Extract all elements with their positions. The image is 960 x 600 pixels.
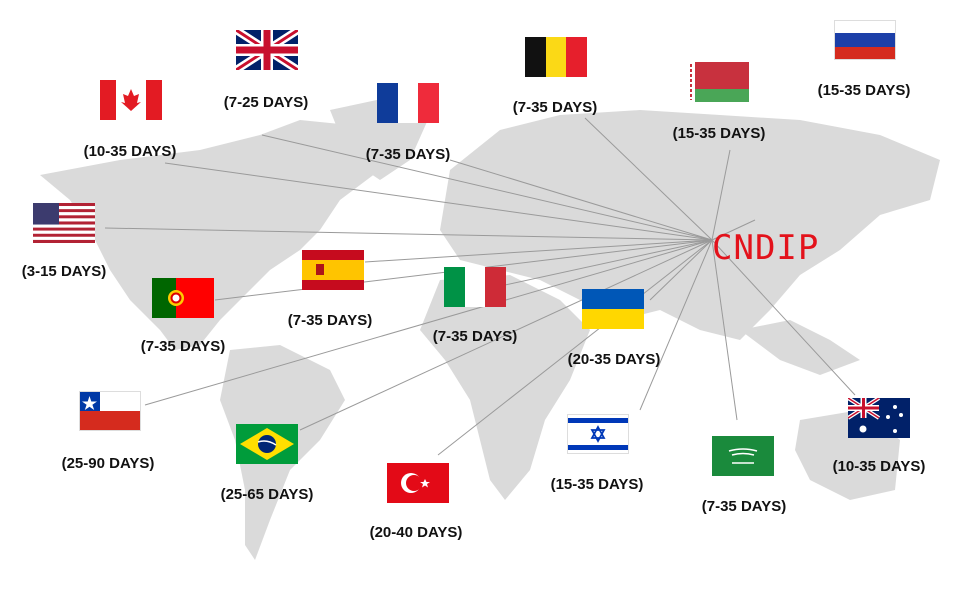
route-line — [504, 239, 713, 286]
brazil-flag — [236, 424, 298, 469]
portugal-flag — [152, 278, 214, 323]
route-line — [437, 239, 713, 456]
delivery-time-label: (7-35 DAYS) — [432, 328, 518, 345]
russia-flag — [834, 20, 896, 65]
belgium-flag — [525, 37, 587, 82]
delivery-time-label: (20-35 DAYS) — [567, 351, 661, 368]
delivery-time-label: (7-25 DAYS) — [223, 94, 309, 111]
route-line — [649, 239, 713, 301]
route-line — [711, 239, 856, 396]
route-lines — [104, 117, 856, 456]
delivery-time-label: (15-35 DAYS) — [817, 82, 911, 99]
route-line — [449, 159, 713, 241]
delivery-time-label: (3-15 DAYS) — [21, 263, 107, 280]
israel-flag — [567, 414, 629, 459]
route-line — [711, 149, 731, 241]
route-line — [164, 162, 713, 241]
hub-label: CNDIP — [712, 228, 820, 268]
delivery-time-label: (10-35 DAYS) — [832, 458, 926, 475]
route-line — [364, 239, 713, 263]
canada-flag — [100, 80, 162, 125]
uk-flag — [233, 26, 301, 75]
belarus-flag — [687, 62, 749, 107]
delivery-time-label: (7-35 DAYS) — [140, 338, 226, 355]
delivery-time-label: (15-35 DAYS) — [550, 476, 644, 493]
north-america — [40, 120, 380, 350]
route-line — [144, 239, 713, 406]
usa-flag — [33, 203, 95, 248]
delivery-time-label: (7-35 DAYS) — [287, 312, 373, 329]
ukraine-flag — [582, 289, 644, 334]
delivery-time-label: (7-35 DAYS) — [365, 146, 451, 163]
chile-flag — [79, 391, 141, 436]
route-line — [639, 239, 713, 411]
saudi-flag — [712, 436, 774, 481]
southeast-asia — [740, 320, 860, 375]
italy-flag — [444, 267, 506, 312]
route-line — [261, 134, 713, 241]
delivery-time-label: (25-90 DAYS) — [61, 455, 155, 472]
route-line — [104, 227, 713, 241]
australia-flag — [846, 396, 910, 443]
route-line — [299, 239, 713, 431]
spain-flag — [302, 250, 364, 295]
route-line — [584, 117, 713, 241]
route-line — [711, 219, 756, 241]
route-line — [711, 239, 738, 421]
delivery-time-label: (20-40 DAYS) — [369, 524, 463, 541]
delivery-time-label: (15-35 DAYS) — [672, 125, 766, 142]
turkey-flag — [387, 463, 449, 508]
delivery-time-label: (7-35 DAYS) — [701, 498, 787, 515]
france-flag — [377, 83, 439, 128]
delivery-time-label: (10-35 DAYS) — [83, 143, 177, 160]
africa — [420, 275, 590, 500]
delivery-time-label: (7-35 DAYS) — [512, 99, 598, 116]
delivery-time-label: (25-65 DAYS) — [220, 486, 314, 503]
